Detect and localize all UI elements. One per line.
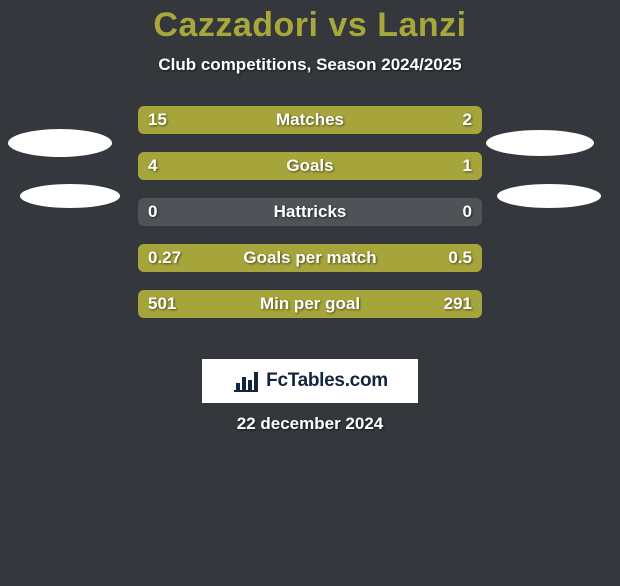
stat-value-left: 15	[148, 106, 167, 134]
comparison-row: Goals per match0.270.5	[0, 235, 620, 281]
page-title: Cazzadori vs Lanzi	[0, 6, 620, 45]
stat-value-left: 0.27	[148, 244, 181, 272]
stat-value-right: 1	[463, 152, 472, 180]
bar-track	[138, 244, 482, 272]
bar-track	[138, 152, 482, 180]
brand-logo-text: FcTables.com	[266, 370, 388, 392]
page-subtitle: Club competitions, Season 2024/2025	[0, 55, 620, 75]
stat-value-right: 2	[463, 106, 472, 134]
stat-value-right: 0.5	[448, 244, 472, 272]
avatar-placeholder	[20, 184, 120, 208]
stat-value-right: 291	[444, 290, 472, 318]
stat-value-left: 0	[148, 198, 157, 226]
bar-track	[138, 198, 482, 226]
comparison-row: Min per goal501291	[0, 281, 620, 327]
bar-track	[138, 290, 482, 318]
bar-left	[138, 106, 399, 134]
bar-right	[138, 290, 482, 318]
stat-value-left: 501	[148, 290, 176, 318]
brand-logo: FcTables.com	[202, 359, 418, 403]
avatar-placeholder	[497, 184, 601, 208]
avatar-placeholder	[8, 129, 112, 157]
bar-chart-icon	[232, 369, 260, 393]
bar-track	[138, 106, 482, 134]
comparison-infographic: Cazzadori vs Lanzi Club competitions, Se…	[0, 6, 620, 586]
avatar-placeholder	[486, 130, 594, 156]
date-stamp: 22 december 2024	[0, 414, 620, 434]
stat-value-right: 0	[463, 198, 472, 226]
stat-value-left: 4	[148, 152, 157, 180]
bar-left	[138, 152, 482, 180]
bar-right	[248, 244, 482, 272]
